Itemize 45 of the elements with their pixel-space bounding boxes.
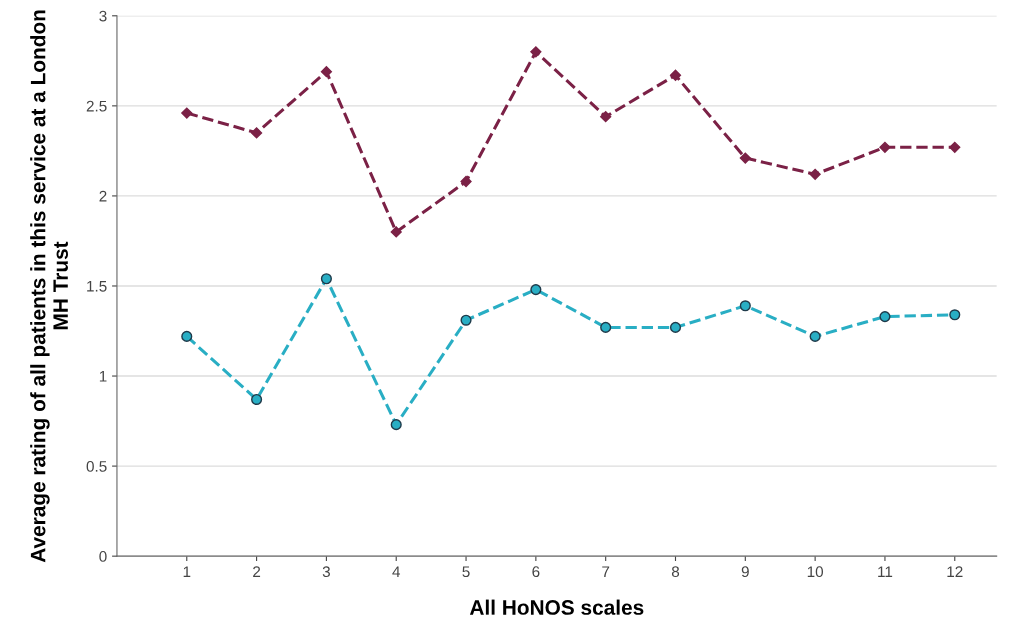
point: [181, 107, 193, 119]
point: [460, 175, 472, 188]
point: [809, 330, 821, 342]
point: [949, 309, 961, 321]
x-tick-label: 7: [602, 566, 610, 577]
x-tick-label: 4: [392, 566, 401, 577]
point: [460, 314, 472, 326]
point: [530, 284, 542, 296]
point: [181, 330, 193, 342]
y-tick-label: 0.5: [86, 460, 107, 472]
point: [320, 66, 333, 78]
point: [320, 273, 332, 285]
point: [390, 419, 402, 431]
x-tick-label: 6: [532, 566, 540, 578]
point: [949, 141, 961, 153]
point: [600, 111, 612, 123]
point: [669, 321, 682, 333]
point: [250, 127, 263, 139]
point: [669, 69, 682, 81]
x-tick-label: 10: [807, 566, 824, 578]
point: [809, 168, 821, 180]
y-tick-label: 2: [99, 190, 107, 202]
point: [251, 393, 263, 406]
y-tick-label: 2.5: [86, 100, 107, 112]
y-tick-label: 1.5: [87, 281, 107, 292]
point: [739, 300, 751, 312]
x-tick-label: 1: [183, 566, 191, 577]
x-tick-label: 3: [322, 566, 330, 578]
x-tick-label: 12: [947, 566, 963, 577]
point: [390, 226, 402, 238]
x-tick-label: 2: [253, 566, 261, 577]
point: [530, 46, 542, 58]
y-tick-label: 0: [99, 551, 107, 562]
point: [739, 152, 751, 164]
x-axis-title: All HoNOS scales: [469, 599, 644, 615]
y-tick-label: 1: [99, 371, 107, 382]
point: [879, 311, 891, 323]
point: [600, 321, 612, 333]
y-tick-label: 3: [99, 10, 107, 22]
x-tick-label: 11: [878, 566, 893, 577]
y-axis-title: Average rating of all patients in this service at a London MH Trust: [30, 10, 68, 563]
x-tick-label: 8: [671, 566, 680, 578]
x-tick-label: 5: [462, 566, 470, 578]
x-tick-label: 9: [741, 566, 749, 578]
point: [879, 141, 891, 153]
